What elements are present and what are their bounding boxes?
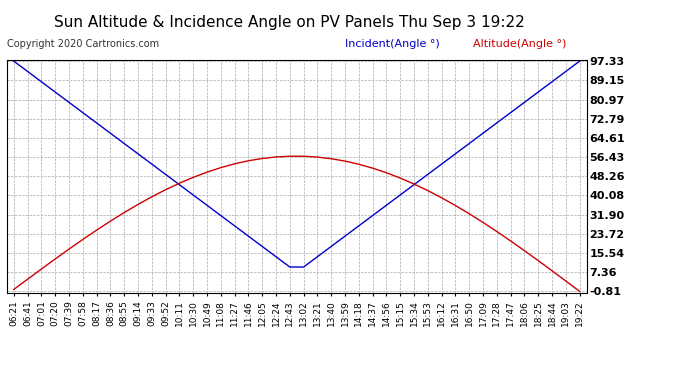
Text: Incident(Angle °): Incident(Angle °) [345, 39, 440, 50]
Text: Sun Altitude & Incidence Angle on PV Panels Thu Sep 3 19:22: Sun Altitude & Incidence Angle on PV Pan… [55, 15, 525, 30]
Text: Altitude(Angle °): Altitude(Angle °) [473, 39, 566, 50]
Text: Copyright 2020 Cartronics.com: Copyright 2020 Cartronics.com [7, 39, 159, 50]
